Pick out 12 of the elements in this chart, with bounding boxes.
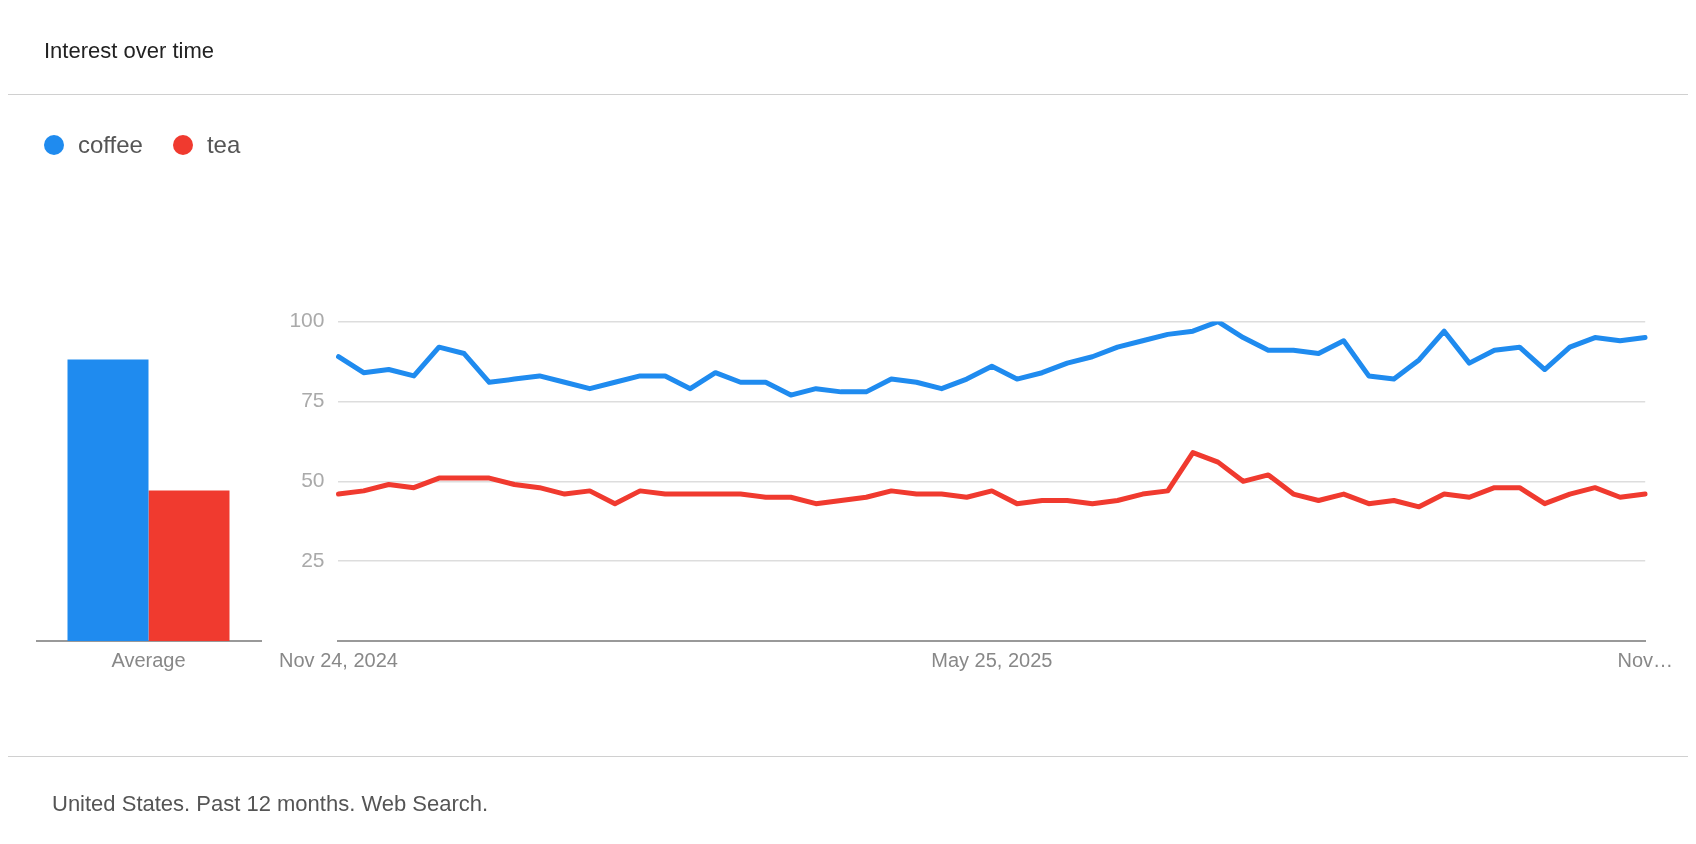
y-tick-label: 100 [289,308,325,332]
x-tick-label: Average [111,648,186,671]
chart-title: Interest over time [44,38,214,64]
y-tick-label: 25 [301,547,325,571]
legend-label: coffee [78,131,143,159]
text: United States. Past 12 months. Web Search. [8,757,1688,817]
x-tick-label: May 25, 2025 [931,648,1053,671]
y-tick-label: 75 [301,388,325,412]
y-tick-label: 50 [301,468,325,492]
x-tick-label: Nov 24, 2024 [279,648,398,671]
legend-label: tea [206,131,241,159]
x-tick-label: Nov… [1617,648,1674,671]
